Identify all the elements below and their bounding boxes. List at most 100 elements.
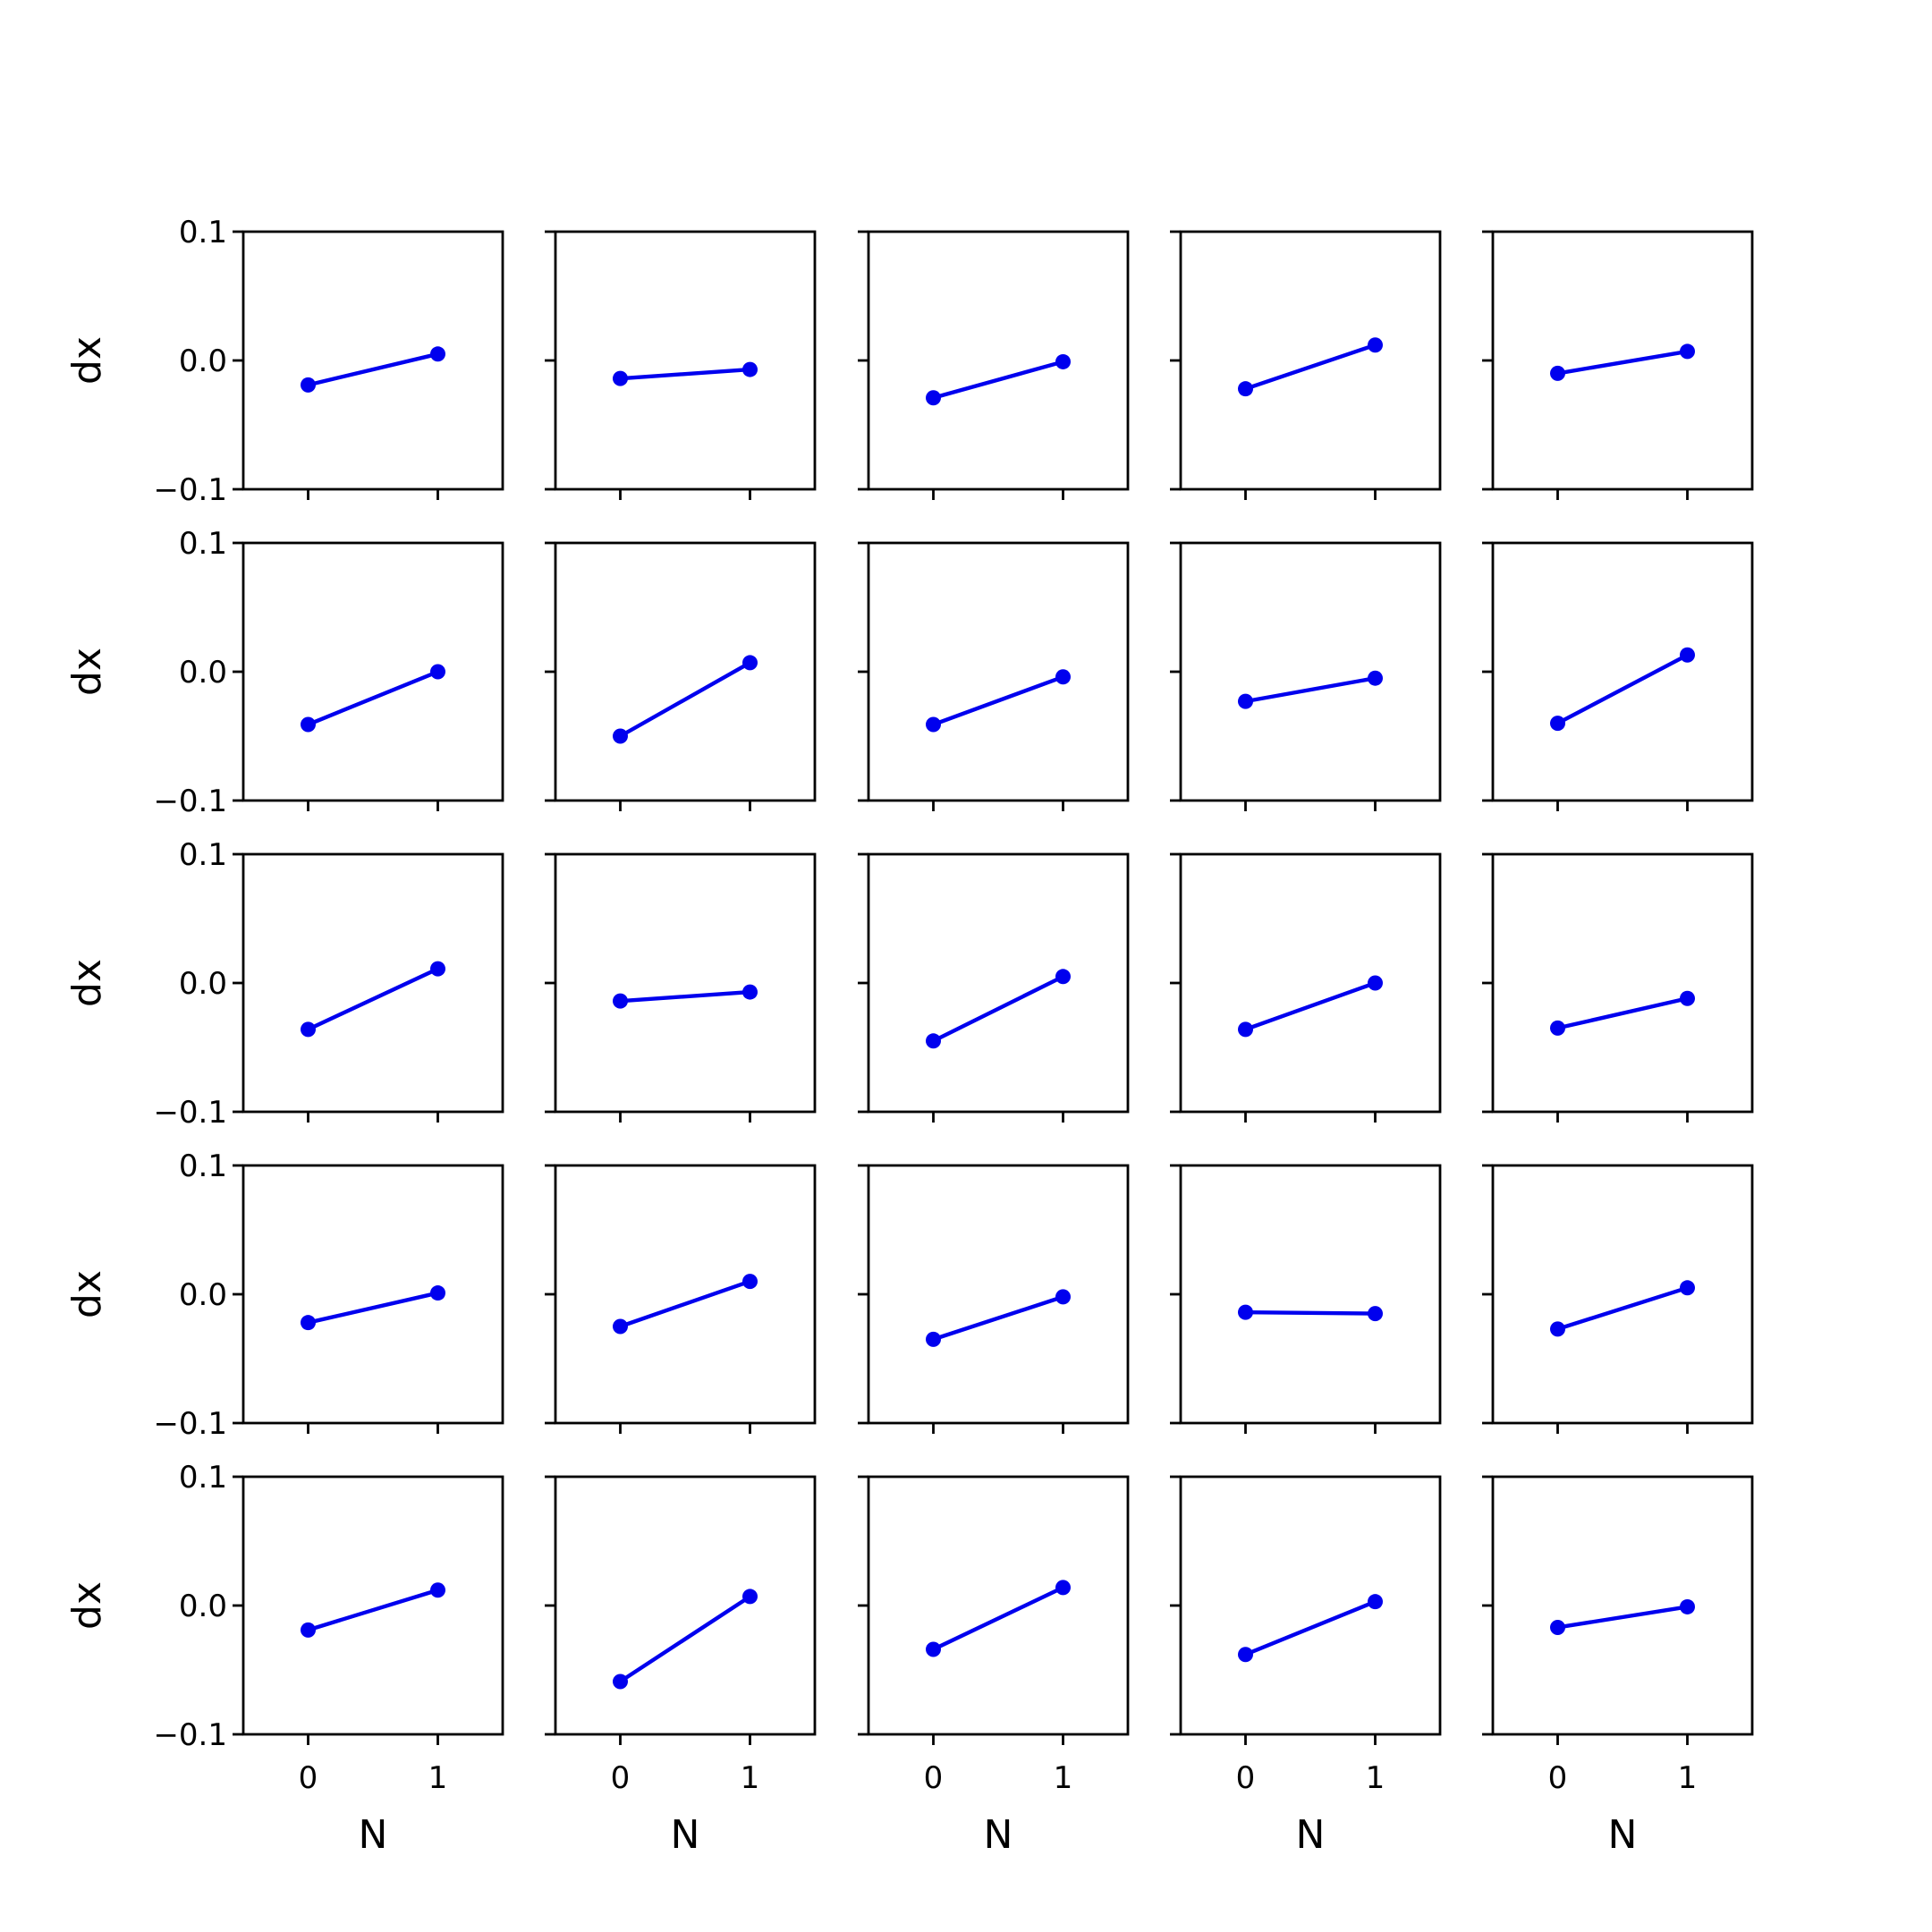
series-line — [1555, 1285, 1690, 1332]
data-point — [742, 984, 758, 1000]
subplot-r4-c3 — [858, 1164, 1130, 1434]
x-axis-label: N — [359, 1812, 388, 1858]
x-axis-label: N — [984, 1812, 1013, 1858]
y-axis-label: dx — [64, 648, 110, 696]
series-line — [618, 660, 752, 739]
y-axis-label: dx — [64, 1581, 110, 1630]
series-line — [1243, 676, 1377, 704]
axes-frame — [554, 852, 817, 1114]
data-point — [1238, 1647, 1253, 1663]
data-point — [742, 361, 758, 377]
subplot-r1-c5 — [1482, 230, 1754, 500]
axes-frame — [1491, 541, 1754, 802]
series-line — [618, 989, 752, 1004]
data-point — [1368, 670, 1383, 686]
series-line — [618, 1594, 752, 1684]
subplot-r4-c4 — [1170, 1164, 1442, 1434]
axes-frame — [1491, 1164, 1754, 1425]
subplot-r2-c3 — [858, 541, 1130, 811]
axes-frame — [867, 541, 1130, 802]
data-point — [1680, 647, 1695, 663]
x-tick-label: 1 — [1678, 1760, 1698, 1796]
data-point — [1238, 693, 1253, 709]
y-tick-label: 0.1 — [179, 526, 227, 562]
y-tick-label: 0.0 — [179, 1277, 227, 1313]
axes-frame — [1179, 1475, 1442, 1736]
series-line — [1243, 1309, 1377, 1316]
axes-frame — [554, 230, 817, 491]
series-line — [1243, 980, 1377, 1032]
series-line — [931, 1294, 1065, 1342]
data-point — [1055, 969, 1071, 985]
series-line — [306, 1588, 440, 1632]
data-point — [613, 1674, 628, 1690]
data-point — [926, 390, 941, 406]
y-tick-label: −0.1 — [153, 1095, 227, 1131]
y-tick-label: −0.1 — [153, 784, 227, 819]
series-line — [306, 669, 440, 727]
axes-frame — [1491, 1475, 1754, 1736]
data-point — [1550, 1020, 1565, 1036]
axes-frame — [1179, 1164, 1442, 1425]
subplot-r3-c2 — [545, 852, 817, 1123]
data-point — [1550, 716, 1565, 732]
axes-frame — [1179, 541, 1442, 802]
data-point — [926, 1641, 941, 1657]
x-tick-label: 1 — [1366, 1760, 1385, 1796]
data-point — [301, 1315, 316, 1331]
data-point — [1680, 990, 1695, 1006]
subplot-r3-c5 — [1482, 852, 1754, 1123]
data-point — [742, 655, 758, 671]
subplot-r1-c3 — [858, 230, 1130, 500]
data-point — [1055, 1289, 1071, 1305]
series-line — [1555, 653, 1690, 725]
data-point — [301, 1021, 316, 1038]
series-line — [618, 367, 752, 381]
series-line — [1555, 996, 1690, 1030]
axes-frame — [554, 1164, 817, 1425]
data-point — [613, 370, 628, 386]
series-line — [1243, 343, 1377, 391]
series-line — [931, 1585, 1065, 1652]
data-point — [613, 1318, 628, 1335]
data-point — [430, 1285, 445, 1301]
data-point — [430, 1582, 445, 1598]
subplot-r1-c1: −0.1 0.0 0.1 dx — [64, 215, 504, 508]
data-point — [742, 1274, 758, 1290]
x-axis-label: N — [671, 1812, 700, 1858]
data-point — [1680, 1280, 1695, 1296]
subplot-r3-c1: −0.1 0.0 0.1 dx — [64, 837, 504, 1131]
data-point — [430, 961, 445, 977]
series-line — [1555, 349, 1690, 376]
data-point — [1680, 343, 1695, 360]
series-line — [306, 966, 440, 1032]
subplot-r2-c4 — [1170, 541, 1442, 811]
axes-frame — [242, 1475, 504, 1736]
y-tick-label: 0.1 — [179, 1148, 227, 1184]
data-point — [926, 1033, 941, 1049]
axes-frame — [554, 1475, 817, 1736]
x-tick-label: 0 — [924, 1760, 944, 1796]
y-tick-label: 0.0 — [179, 966, 227, 1002]
data-point — [301, 377, 316, 393]
subplot-r4-c1: −0.1 0.0 0.1 dx — [64, 1148, 504, 1442]
x-axis-label: N — [1608, 1812, 1638, 1858]
subplot-r4-c5 — [1482, 1164, 1754, 1434]
subplot-r2-c2 — [545, 541, 817, 811]
data-point — [1368, 975, 1383, 991]
data-point — [1238, 1304, 1253, 1320]
axes-frame — [867, 1475, 1130, 1736]
data-point — [1368, 1594, 1383, 1610]
y-tick-label: 0.0 — [179, 1589, 227, 1624]
subplot-r5-c2: 0 1 N — [545, 1475, 817, 1858]
y-tick-label: −0.1 — [153, 472, 227, 508]
y-tick-label: 0.1 — [179, 837, 227, 873]
x-tick-label: 1 — [1054, 1760, 1073, 1796]
data-point — [430, 664, 445, 680]
data-point — [1055, 1580, 1071, 1596]
axes-frame — [242, 541, 504, 802]
data-point — [1055, 353, 1071, 369]
series-line — [1243, 1599, 1377, 1657]
x-tick-label: 0 — [611, 1760, 631, 1796]
subplot-r5-c5: 0 1 N — [1482, 1475, 1754, 1858]
